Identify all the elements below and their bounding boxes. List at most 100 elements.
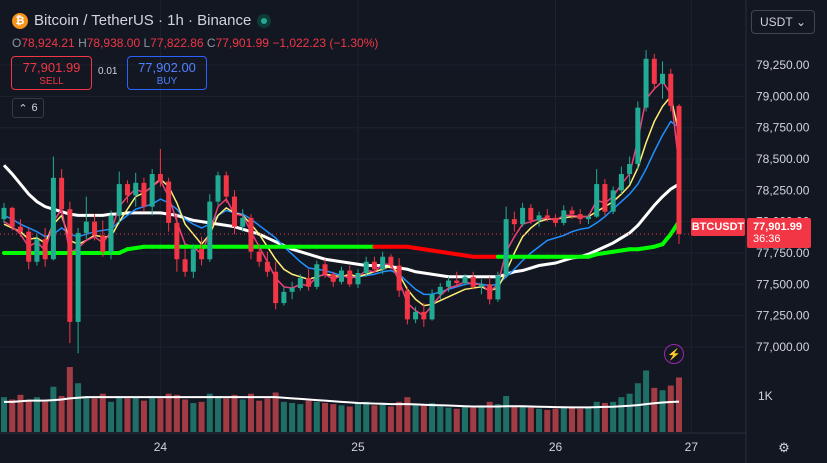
buy-button[interactable]: 77,902.00 BUY bbox=[127, 56, 207, 90]
candlestick bbox=[396, 257, 402, 297]
candle-body bbox=[495, 275, 501, 300]
volume-bar bbox=[124, 398, 131, 432]
candle-body bbox=[26, 231, 32, 262]
ohlc-legend: O78,924.21 H78,938.00 L77,822.86 C77,901… bbox=[12, 36, 379, 50]
volume-bar bbox=[593, 401, 600, 432]
sell-button[interactable]: 77,901.99 SELL bbox=[11, 56, 92, 90]
time-axis[interactable]: 24 25 26 27 bbox=[154, 440, 699, 454]
candlestick bbox=[215, 171, 221, 206]
candlestick bbox=[503, 206, 509, 279]
symbol-price-tag: BTCUSDT bbox=[691, 218, 745, 236]
candlestick bbox=[339, 266, 344, 285]
indicator-count: 6 bbox=[31, 102, 38, 114]
volume-bar bbox=[247, 393, 254, 432]
candlestick bbox=[9, 206, 15, 231]
volume-bar bbox=[9, 399, 16, 432]
settings-icon[interactable]: ⚙ bbox=[778, 440, 790, 455]
price-tick-label: 79,000.00 bbox=[756, 89, 810, 103]
candle-body bbox=[594, 184, 600, 217]
candle-body bbox=[470, 276, 476, 287]
candlestick bbox=[330, 271, 336, 287]
symbol-title[interactable]: Bitcoin / TetherUS · 1h · Binance bbox=[34, 12, 252, 29]
volume-bar bbox=[470, 407, 477, 432]
candle-body bbox=[330, 274, 336, 282]
candle-body bbox=[199, 249, 205, 260]
candle-body bbox=[511, 219, 517, 225]
chevron-down-icon: ⌄ bbox=[795, 15, 806, 29]
volume-bar bbox=[503, 396, 510, 432]
volume-bar bbox=[108, 401, 115, 432]
candlestick bbox=[50, 156, 56, 261]
candle-body bbox=[561, 210, 567, 223]
candle-body bbox=[190, 249, 196, 272]
candle-body bbox=[618, 174, 624, 191]
trend-band-segment bbox=[660, 232, 673, 247]
candlestick bbox=[314, 260, 320, 290]
time-tick-label: 24 bbox=[154, 440, 168, 454]
candlestick bbox=[585, 214, 591, 225]
candlestick bbox=[207, 194, 213, 262]
volume-bar bbox=[643, 370, 650, 432]
candle-body bbox=[635, 107, 641, 165]
volume-bar bbox=[396, 401, 403, 432]
candle-body bbox=[289, 288, 295, 292]
volume-bar bbox=[198, 401, 205, 432]
indicators-toggle[interactable]: ⌃ 6 bbox=[12, 98, 44, 118]
volume-bar bbox=[354, 402, 361, 432]
volume-bar bbox=[91, 398, 98, 432]
volume-bar bbox=[33, 397, 40, 432]
candlestick bbox=[561, 205, 567, 226]
candlestick bbox=[256, 244, 262, 267]
volume-bar bbox=[379, 404, 386, 432]
candle-body bbox=[339, 270, 344, 282]
last-price-tag: 77,901.99 36:36 bbox=[747, 218, 811, 248]
candlestick bbox=[676, 104, 682, 244]
volume-bar bbox=[618, 397, 625, 432]
price-axis[interactable]: 79,250.00 79,000.00 78,750.00 78,500.00 78,2… bbox=[0, 0, 810, 463]
candlestick bbox=[413, 306, 419, 324]
change-value: −1,022.23 (−1.30%) bbox=[272, 36, 379, 50]
candlestick bbox=[668, 68, 674, 112]
candle-body bbox=[651, 58, 657, 84]
candlestick bbox=[536, 211, 542, 227]
candle-body bbox=[528, 207, 534, 221]
volume-bar bbox=[437, 406, 444, 432]
candle-body bbox=[116, 184, 122, 216]
volume-bar bbox=[577, 408, 584, 432]
candle-body bbox=[610, 190, 616, 212]
volume-bar bbox=[256, 400, 263, 432]
candle-body bbox=[446, 280, 452, 287]
candlestick bbox=[371, 256, 377, 272]
candle-body bbox=[536, 215, 542, 221]
symbol-header[interactable]: ₿ Bitcoin / TetherUS · 1h · Binance bbox=[12, 12, 272, 29]
candle-body bbox=[124, 184, 130, 196]
volume-bar bbox=[544, 409, 551, 432]
volume-bar bbox=[173, 394, 180, 432]
currency-selector[interactable]: USDT ⌄ bbox=[751, 10, 815, 34]
volume-bar bbox=[313, 401, 320, 432]
candlestick bbox=[141, 177, 147, 212]
candle-body bbox=[396, 265, 402, 291]
candlestick bbox=[17, 219, 23, 237]
volume-bar bbox=[527, 407, 534, 432]
price-tick-label: 77,250.00 bbox=[756, 309, 810, 323]
market-status-icon[interactable] bbox=[257, 13, 272, 28]
candlestick bbox=[108, 210, 114, 260]
candle-body bbox=[59, 177, 65, 210]
candlestick bbox=[26, 227, 32, 270]
candle-body bbox=[660, 73, 666, 84]
candlestick bbox=[240, 209, 246, 232]
flash-icon[interactable]: ⚡ bbox=[664, 344, 684, 364]
candlestick bbox=[627, 156, 633, 185]
candle-body bbox=[314, 264, 320, 287]
candle-body bbox=[273, 271, 279, 304]
candle-body bbox=[108, 215, 114, 252]
volume-bar bbox=[75, 383, 82, 432]
candlestick bbox=[264, 251, 270, 277]
volume-bar bbox=[371, 405, 378, 432]
candle-body bbox=[544, 215, 550, 218]
candlestick bbox=[133, 172, 139, 207]
candlestick bbox=[281, 286, 287, 306]
candle-body bbox=[413, 311, 419, 320]
